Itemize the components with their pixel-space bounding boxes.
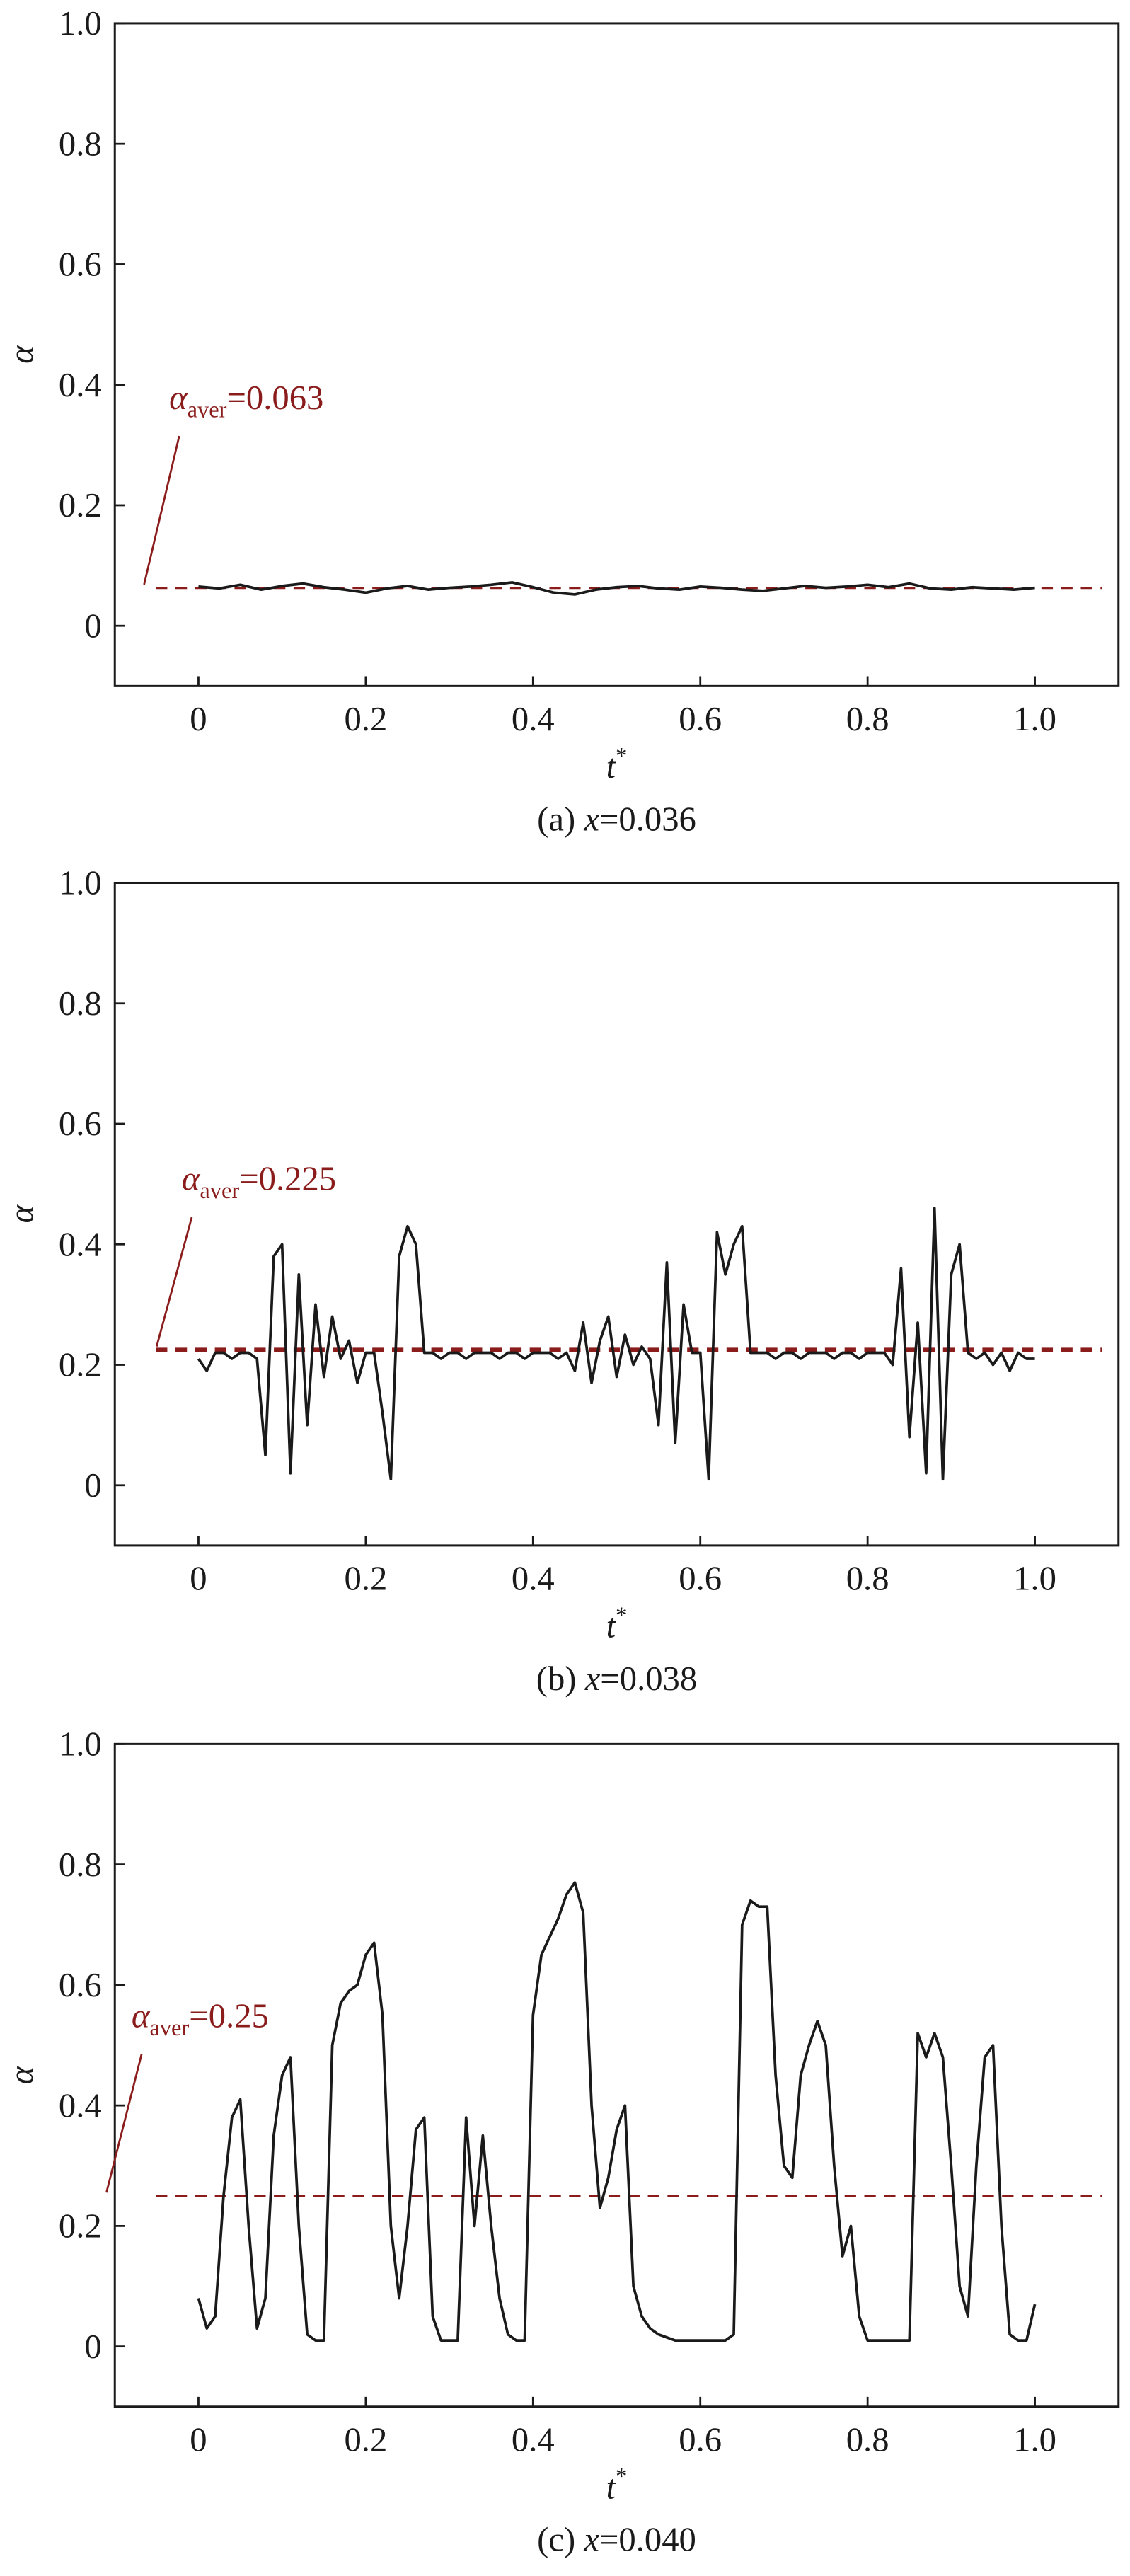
caption-prefix: (b) — [536, 1660, 585, 1698]
average-annotation: αaver=0.225 — [182, 1160, 336, 1204]
caption: (c) x=0.040 — [537, 2521, 696, 2559]
x-tick-label: 0.2 — [344, 1559, 387, 1597]
annotation-leader — [143, 435, 180, 585]
x-tick-label: 0 — [190, 700, 207, 738]
annotation-leader — [156, 1217, 193, 1347]
x-tick-label: 0.4 — [512, 2420, 555, 2459]
plot-frame — [113, 881, 1120, 1547]
panel: 0 0.2 0.4 0.6 0.8 1.0 0 0.2 0.4 0.6 0.8 1.0 α t* (c) x… — [2, 1725, 1120, 2559]
x-tick-label: 0.6 — [679, 2420, 722, 2459]
plot-frame — [113, 22, 1120, 687]
x-tick-label: 0.6 — [679, 1559, 722, 1597]
y-tick-label: 1.0 — [59, 4, 102, 42]
y-tick-label: 0.2 — [59, 2207, 102, 2246]
caption-suffix: =0.036 — [599, 800, 696, 838]
annotation-symbol: α — [169, 379, 188, 417]
y-tick-label: 0 — [84, 606, 101, 645]
x-tick-label: 0 — [190, 1559, 207, 1597]
caption: (a) x=0.036 — [537, 800, 696, 838]
caption: (b) x=0.038 — [536, 1660, 697, 1698]
y-tick-label: 0.8 — [59, 1846, 102, 1884]
x-axis-label-text: t — [606, 2468, 617, 2507]
x-tick-label: 0.8 — [846, 700, 889, 738]
x-tick-label: 0.2 — [344, 700, 387, 738]
caption-suffix: =0.038 — [600, 1660, 697, 1698]
x-tick-label: 0.6 — [679, 700, 722, 738]
y-tick-label: 0.2 — [59, 486, 102, 524]
y-tick-label: 0.8 — [59, 984, 102, 1023]
x-tick-label: 1.0 — [1013, 2420, 1056, 2459]
panel: 0 0.2 0.4 0.6 0.8 1.0 0 0.2 0.4 0.6 0.8 1.0 α t* (a) x… — [2, 4, 1120, 838]
data-line — [197, 1207, 1035, 1481]
y-axis-label: α — [2, 2065, 40, 2084]
y-tick-label: 0.6 — [59, 1105, 102, 1143]
x-tick-label: 0.8 — [846, 1559, 889, 1597]
caption-prefix: (c) — [537, 2521, 584, 2559]
annotation-sub: aver — [188, 397, 227, 422]
annotation-symbol: α — [182, 1160, 201, 1198]
caption-var: x — [584, 1660, 601, 1698]
annotation-leader — [105, 2054, 143, 2193]
data-line — [197, 1881, 1037, 2342]
y-tick-label: 0.6 — [59, 1966, 102, 2004]
y-tick-label: 0.6 — [59, 246, 102, 284]
x-tick-label: 0.4 — [512, 700, 555, 738]
annotation-label: =0.063 — [226, 379, 323, 417]
y-tick-label: 0.4 — [59, 1225, 102, 1263]
y-axis-label: α — [2, 1204, 40, 1223]
x-tick-label: 0.4 — [512, 1559, 555, 1597]
average-annotation: αaver=0.25 — [132, 1996, 269, 2041]
y-tick-label: 0.2 — [59, 1346, 102, 1384]
x-tick-label: 1.0 — [1013, 1559, 1056, 1597]
annotation-symbol: α — [132, 1996, 151, 2035]
y-tick-label: 0.4 — [59, 2086, 102, 2124]
x-axis-label-sup: * — [616, 2464, 627, 2490]
y-axis-label: α — [2, 345, 40, 364]
y-tick-label: 0 — [84, 2328, 101, 2366]
y-tick-label: 0 — [84, 1466, 101, 1505]
x-axis-label: t* — [606, 2464, 628, 2507]
x-tick-label: 0 — [190, 2420, 207, 2459]
x-axis-label-sup: * — [616, 1603, 627, 1628]
data-line — [198, 581, 1035, 596]
caption-suffix: =0.040 — [599, 2521, 696, 2559]
annotation-sub: aver — [149, 2016, 189, 2041]
x-tick-label: 0.8 — [846, 2420, 889, 2459]
x-tick-label: 1.0 — [1013, 700, 1056, 738]
annotation-label: =0.25 — [189, 1996, 269, 2035]
y-tick-label: 1.0 — [59, 864, 102, 902]
x-axis-label: t* — [606, 1603, 628, 1645]
x-axis-label-text: t — [606, 747, 617, 786]
annotation-label: =0.225 — [239, 1160, 336, 1198]
x-axis-label-text: t — [606, 1607, 617, 1645]
caption-var: x — [583, 800, 599, 838]
caption-var: x — [583, 2521, 599, 2559]
annotation-sub: aver — [200, 1178, 239, 1204]
average-annotation: αaver=0.063 — [169, 379, 323, 423]
y-tick-label: 1.0 — [59, 1725, 102, 1764]
x-axis-label-sup: * — [616, 743, 627, 769]
x-tick-label: 0.2 — [344, 2420, 387, 2459]
caption-prefix: (a) — [537, 800, 584, 838]
plot-frame — [113, 1742, 1120, 2408]
y-tick-label: 0.4 — [59, 366, 102, 404]
y-tick-label: 0.8 — [59, 125, 102, 163]
x-axis-label: t* — [606, 743, 628, 786]
panel: 0 0.2 0.4 0.6 0.8 1.0 0 0.2 0.4 0.6 0.8 1.0 α t* (b) x… — [2, 864, 1120, 1698]
